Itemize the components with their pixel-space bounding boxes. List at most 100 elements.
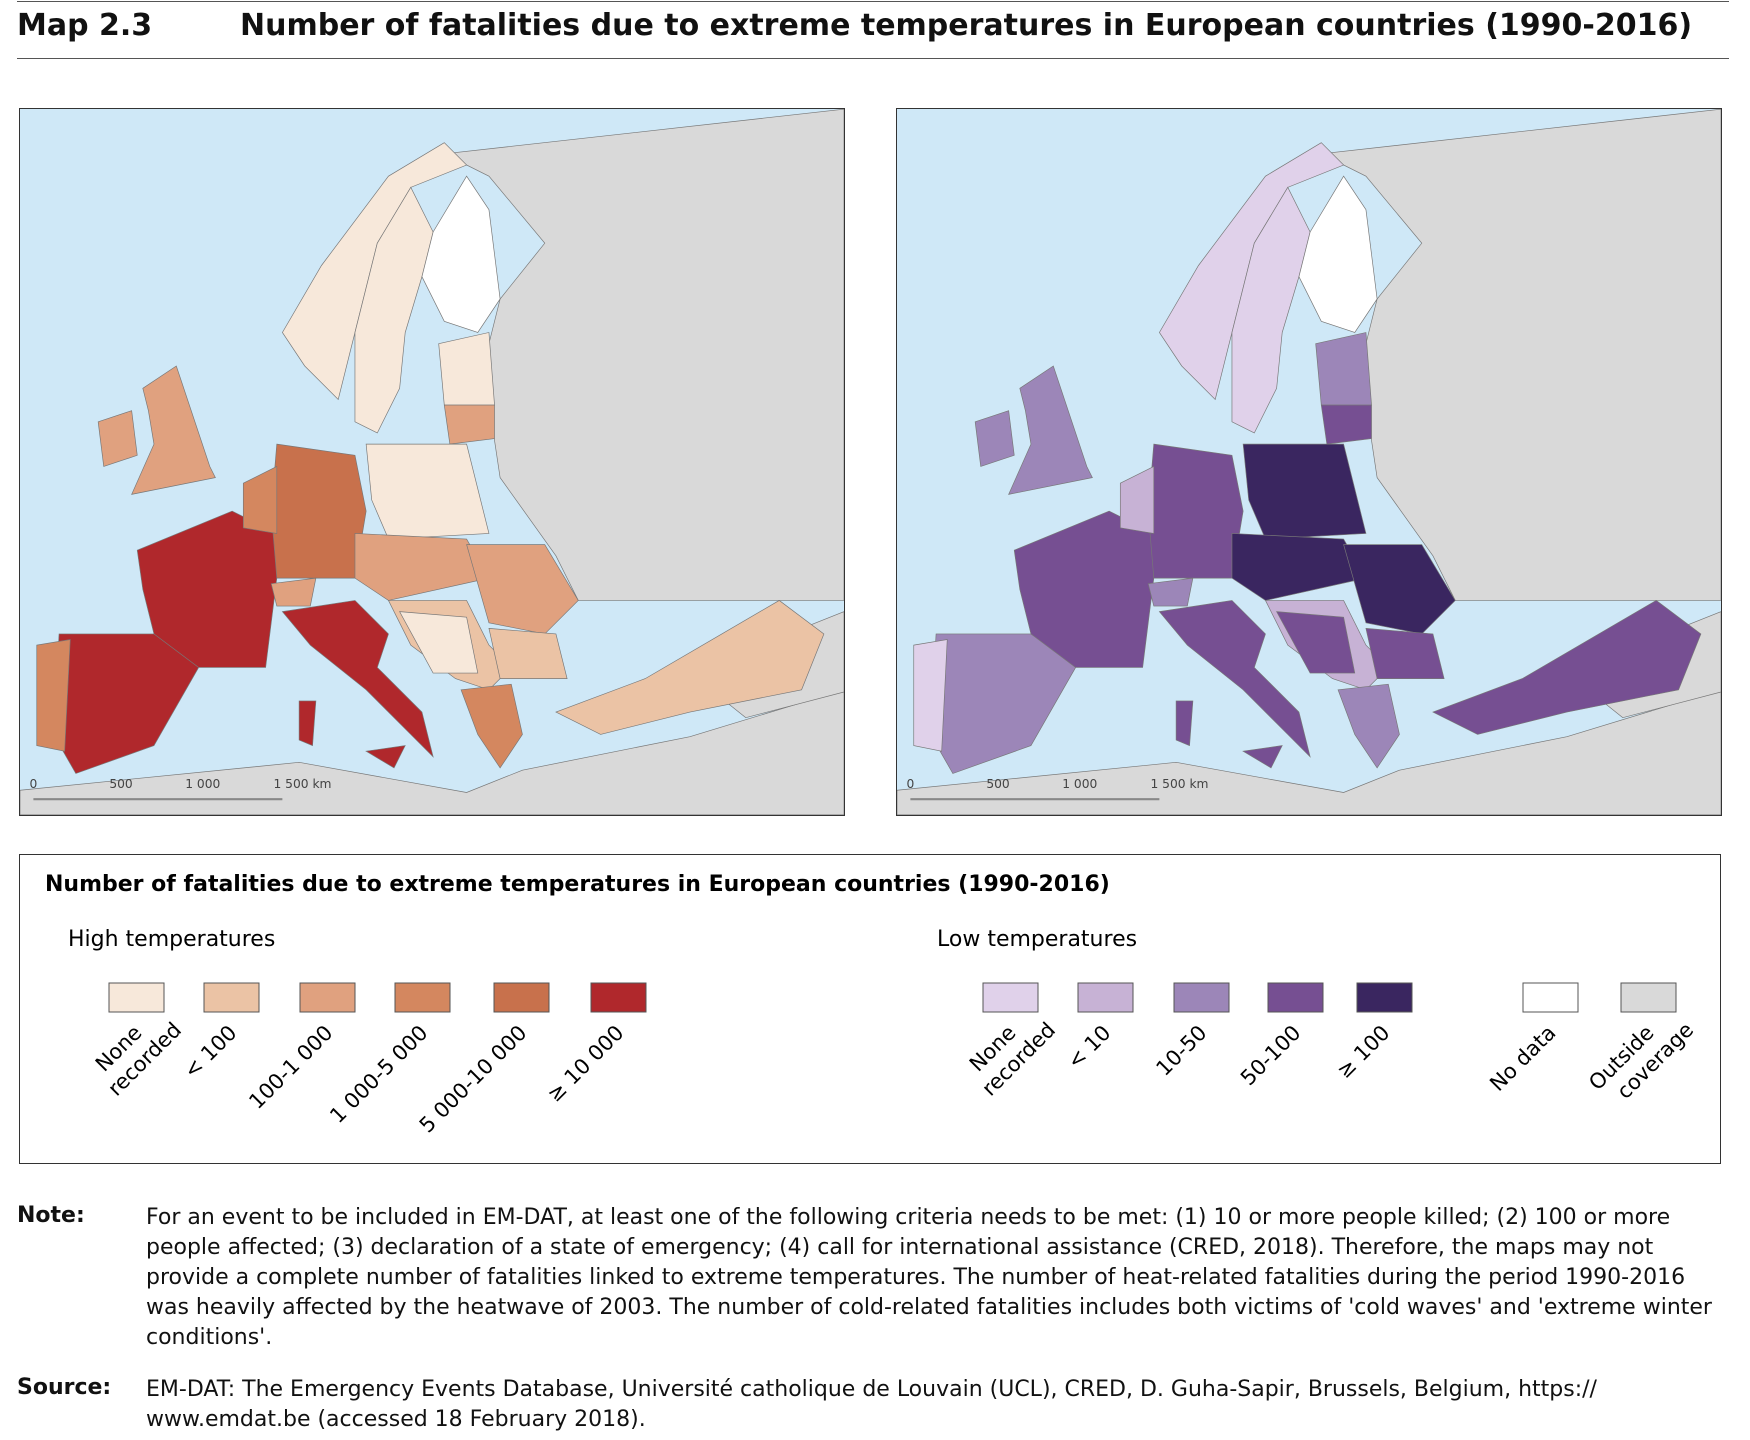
country — [365, 745, 406, 769]
country — [460, 683, 523, 769]
legend: Number of fatalities due to extreme temp… — [45, 872, 1698, 1138]
country — [1432, 600, 1702, 735]
scale-label: 500 — [986, 777, 1009, 791]
legend-label: < 100 — [179, 1021, 241, 1083]
legend-swatch — [590, 982, 647, 1013]
country — [36, 639, 71, 752]
legend-label: ≥ 100 — [1332, 1021, 1394, 1083]
scale-label: 1 000 — [1062, 777, 1097, 791]
legend-swatch — [394, 982, 451, 1013]
country — [53, 633, 200, 774]
country — [354, 533, 490, 601]
country — [1320, 404, 1372, 445]
legend-label-line: 10-50 — [1151, 1021, 1211, 1081]
country — [131, 365, 216, 495]
legend-swatch — [108, 982, 165, 1013]
country — [1242, 745, 1283, 769]
country — [1337, 683, 1400, 769]
legend-swatch — [1522, 982, 1579, 1013]
country — [1315, 332, 1372, 406]
legend-label: 10-50 — [1151, 1021, 1211, 1081]
country — [974, 410, 1015, 467]
legend-label-line: 50-100 — [1236, 1021, 1306, 1091]
country — [1242, 443, 1367, 540]
country — [438, 332, 495, 406]
heat-map: 0 500 1 000 1 500 km — [19, 108, 845, 816]
legend-label: < 10 — [1063, 1021, 1116, 1074]
country — [1158, 600, 1311, 758]
country — [555, 600, 825, 735]
legend-label-line: ≥ 10 000 — [542, 1021, 628, 1107]
country — [1343, 544, 1456, 635]
legend-group-title: Low temperatures — [937, 927, 1137, 952]
cold-map: 0 500 1 000 1 500 km — [896, 108, 1722, 816]
country — [466, 544, 579, 635]
top-rule — [17, 1, 1729, 2]
country — [97, 410, 138, 467]
legend-label: Nonerecorded — [959, 999, 1060, 1100]
country — [488, 627, 568, 679]
legend-label: 1 000-5 000 — [325, 1021, 432, 1128]
country — [1365, 627, 1445, 679]
country — [354, 186, 434, 434]
country — [20, 689, 844, 815]
country — [913, 639, 948, 752]
country — [1320, 109, 1721, 601]
legend-label: 50-100 — [1236, 1021, 1306, 1091]
legend-swatch — [1077, 982, 1134, 1013]
scale-label: 0 — [29, 777, 37, 791]
legend-label-line: < 100 — [179, 1021, 241, 1083]
legend-label: No data — [1485, 1021, 1560, 1096]
scale-label: 1 000 — [185, 777, 220, 791]
legend-label-line: < 10 — [1063, 1021, 1116, 1074]
scale-label: 1 500 km — [1150, 777, 1208, 791]
country — [1276, 611, 1356, 674]
legend-swatch — [1267, 982, 1324, 1013]
country — [1147, 577, 1194, 607]
country — [1298, 175, 1378, 333]
legend-swatch — [203, 982, 260, 1013]
country — [281, 600, 434, 758]
note-label: Note: — [17, 1203, 85, 1228]
country — [897, 689, 1721, 815]
country — [930, 633, 1077, 774]
header-rule — [17, 58, 1729, 59]
note-text: For an event to be included in EM-DAT, a… — [146, 1205, 1712, 1350]
legend-box — [19, 854, 1721, 1164]
legend-swatch — [982, 982, 1039, 1013]
legend-label: 100-1 000 — [244, 1021, 337, 1114]
country — [270, 577, 317, 607]
legend-label: Nonerecorded — [85, 999, 186, 1100]
legend-label: ≥ 10 000 — [542, 1021, 628, 1107]
legend-label: 5 000-10 000 — [415, 1021, 532, 1138]
country — [443, 109, 844, 601]
country — [1175, 700, 1194, 747]
country — [399, 611, 479, 674]
country — [1008, 365, 1093, 495]
legend-label-line: 1 000-5 000 — [325, 1021, 432, 1128]
legend-label-line: 100-1 000 — [244, 1021, 337, 1114]
legend-swatch — [1356, 982, 1413, 1013]
legend-swatch — [493, 982, 550, 1013]
country — [270, 443, 367, 579]
legend-label-line: No data — [1485, 1021, 1560, 1096]
legend-swatch — [299, 982, 356, 1013]
country — [1119, 465, 1155, 534]
source-text: EM-DAT: The Emergency Events Database, U… — [146, 1377, 1597, 1432]
legend-title: Number of fatalities due to extreme temp… — [45, 872, 1110, 897]
legend-swatch — [1173, 982, 1230, 1013]
scale-label: 500 — [109, 777, 132, 791]
country — [298, 700, 317, 747]
legend-label-line: ≥ 100 — [1332, 1021, 1394, 1083]
source-label: Source: — [17, 1375, 112, 1400]
map-label: Map 2.3 — [17, 8, 153, 43]
scale-label: 0 — [906, 777, 914, 791]
country — [443, 404, 495, 445]
country — [1231, 533, 1367, 601]
legend-swatch — [1620, 982, 1677, 1013]
country — [242, 465, 278, 534]
legend-label: Outsidecoverage — [1584, 999, 1698, 1113]
country — [421, 175, 501, 333]
legend-label-line: 5 000-10 000 — [415, 1021, 532, 1138]
